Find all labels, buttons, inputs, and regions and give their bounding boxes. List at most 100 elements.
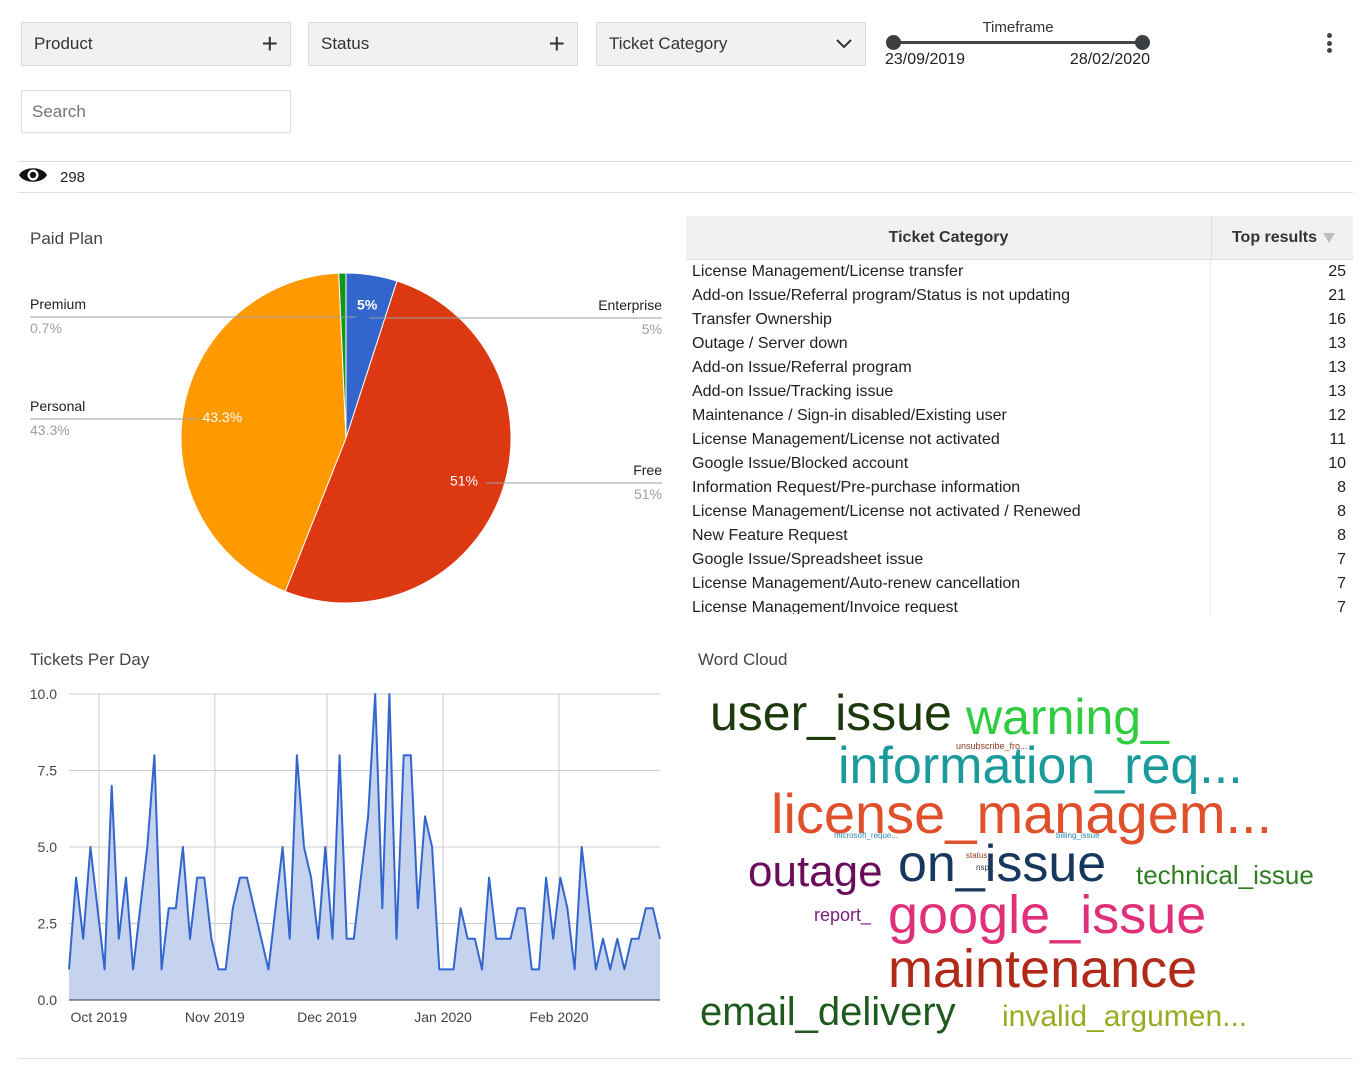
data-point[interactable]	[166, 906, 171, 911]
data-point[interactable]	[565, 906, 570, 911]
table-row[interactable]: License Management/License not activated…	[686, 500, 1353, 524]
data-point[interactable]	[373, 692, 378, 697]
data-point[interactable]	[615, 936, 620, 941]
data-point[interactable]	[252, 906, 257, 911]
data-point[interactable]	[316, 936, 321, 941]
word-cloud-word[interactable]: report_	[814, 905, 872, 925]
word-cloud-word[interactable]: technical_issue	[1136, 860, 1314, 890]
data-point[interactable]	[152, 753, 157, 758]
data-point[interactable]	[501, 936, 506, 941]
data-point[interactable]	[636, 936, 641, 941]
data-point[interactable]	[266, 967, 271, 972]
table-row[interactable]: Information Request/Pre-purchase informa…	[686, 476, 1353, 500]
table-row[interactable]: Google Issue/Blocked account 10	[686, 452, 1353, 476]
data-point[interactable]	[522, 906, 527, 911]
table-row[interactable]: Maintenance / Sign-in disabled/Existing …	[686, 404, 1353, 428]
data-point[interactable]	[195, 875, 200, 880]
data-point[interactable]	[116, 936, 121, 941]
pie-slice-free[interactable]	[284, 280, 512, 604]
table-row[interactable]: Add-on Issue/Tracking issue 13	[686, 380, 1353, 404]
table-row[interactable]: License Management/Auto-renew cancellati…	[686, 572, 1353, 596]
data-point[interactable]	[430, 845, 435, 850]
data-point[interactable]	[301, 845, 306, 850]
data-point[interactable]	[294, 753, 299, 758]
data-point[interactable]	[650, 906, 655, 911]
data-point[interactable]	[629, 936, 634, 941]
word-cloud-word[interactable]: email_delivery	[700, 990, 956, 1034]
data-point[interactable]	[394, 936, 399, 941]
data-point[interactable]	[67, 967, 72, 972]
word-cloud-word[interactable]: user_issue	[710, 685, 952, 741]
data-point[interactable]	[287, 936, 292, 941]
data-point[interactable]	[74, 875, 79, 880]
data-point[interactable]	[622, 967, 627, 972]
word-cloud-word[interactable]: outage	[748, 847, 883, 896]
data-point[interactable]	[494, 936, 499, 941]
data-point[interactable]	[437, 967, 442, 972]
word-cloud-word[interactable]: invalid_argumen...	[1002, 1000, 1248, 1033]
data-point[interactable]	[131, 967, 136, 972]
word-cloud-word[interactable]: unsubscribe_fro...	[956, 741, 1028, 751]
data-point[interactable]	[536, 967, 541, 972]
table-row[interactable]: Add-on Issue/Referral program/Status is …	[686, 284, 1353, 308]
data-point[interactable]	[230, 906, 235, 911]
data-point[interactable]	[479, 967, 484, 972]
pie-slice-premium[interactable]	[338, 272, 347, 439]
data-point[interactable]	[401, 753, 406, 758]
product-filter[interactable]: Product +	[21, 22, 291, 66]
data-point[interactable]	[159, 967, 164, 972]
data-point[interactable]	[202, 875, 207, 880]
data-point[interactable]	[337, 753, 342, 758]
data-point[interactable]	[451, 967, 456, 972]
data-point[interactable]	[601, 936, 606, 941]
search-input[interactable]	[21, 90, 291, 133]
data-point[interactable]	[551, 936, 556, 941]
data-point[interactable]	[344, 936, 349, 941]
data-point[interactable]	[608, 967, 613, 972]
data-point[interactable]	[380, 906, 385, 911]
pie-slice-personal[interactable]	[180, 272, 347, 593]
data-point[interactable]	[358, 875, 363, 880]
data-point[interactable]	[259, 936, 264, 941]
data-point[interactable]	[529, 967, 534, 972]
data-point[interactable]	[586, 906, 591, 911]
timeframe-slider[interactable]: Timeframe 23/09/2019 28/02/2020	[883, 16, 1153, 72]
data-point[interactable]	[472, 936, 477, 941]
data-point[interactable]	[180, 845, 185, 850]
word-cloud-word[interactable]: license_managem...	[771, 782, 1273, 845]
table-row[interactable]: License Management/License transfer 25	[686, 260, 1353, 284]
table-row[interactable]: New Feature Request 8	[686, 524, 1353, 548]
data-point[interactable]	[366, 814, 371, 819]
table-row[interactable]: Outage / Server down 13	[686, 332, 1353, 356]
table-row[interactable]: Google Issue/Spreadsheet issue 7	[686, 548, 1353, 572]
data-point[interactable]	[487, 875, 492, 880]
data-point[interactable]	[643, 906, 648, 911]
data-point[interactable]	[309, 875, 314, 880]
data-point[interactable]	[123, 875, 128, 880]
timeframe-start-handle[interactable]	[886, 35, 901, 50]
data-point[interactable]	[280, 845, 285, 850]
data-point[interactable]	[245, 875, 250, 880]
more-options-icon[interactable]	[1316, 30, 1342, 56]
data-point[interactable]	[579, 845, 584, 850]
word-cloud-word[interactable]: maintenance	[888, 939, 1198, 999]
data-point[interactable]	[558, 875, 563, 880]
column-header-top-results[interactable]: Top results	[1211, 216, 1353, 259]
data-point[interactable]	[423, 814, 428, 819]
data-point[interactable]	[173, 906, 178, 911]
data-point[interactable]	[273, 906, 278, 911]
word-cloud-word[interactable]: nsp_	[976, 863, 994, 872]
data-point[interactable]	[330, 936, 335, 941]
data-point[interactable]	[387, 692, 392, 697]
word-cloud-word[interactable]: warning_	[966, 689, 1169, 745]
data-point[interactable]	[544, 875, 549, 880]
data-point[interactable]	[408, 753, 413, 758]
table-row[interactable]: License Management/Invoice request 7	[686, 596, 1353, 614]
word-cloud-word[interactable]: information_req...	[838, 737, 1243, 795]
word-cloud-word[interactable]: on_issue	[898, 835, 1107, 893]
word-cloud-word[interactable]: billing_issue	[1056, 831, 1100, 840]
timeframe-end-handle[interactable]	[1135, 35, 1150, 50]
table-row[interactable]: Transfer Ownership 16	[686, 308, 1353, 332]
table-row[interactable]: License Management/License not activated…	[686, 428, 1353, 452]
word-cloud-word[interactable]: status_	[966, 851, 992, 860]
